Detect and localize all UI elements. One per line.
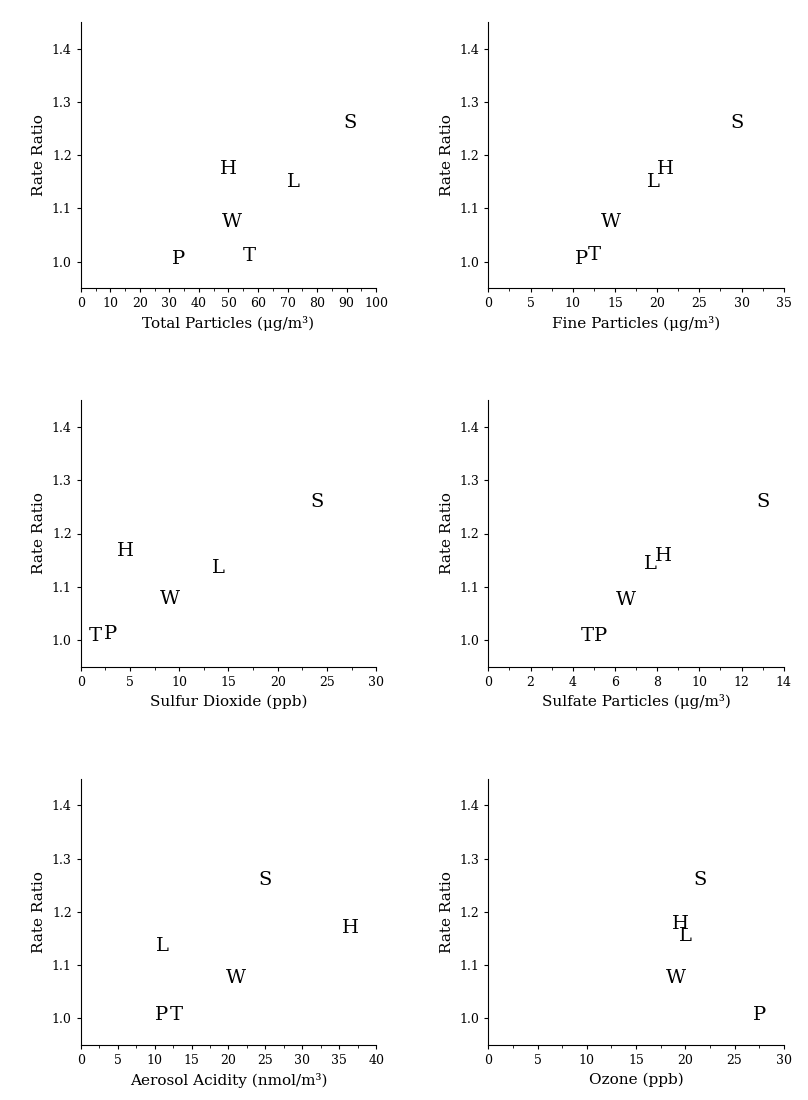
Text: T: T [587,246,600,264]
Text: W: W [159,590,179,607]
Text: W: W [601,212,621,231]
Text: T: T [581,627,594,645]
X-axis label: Sulfate Particles (μg/m³): Sulfate Particles (μg/m³) [541,694,730,710]
Text: S: S [259,871,272,889]
Y-axis label: Rate Ratio: Rate Ratio [32,114,46,196]
Y-axis label: Rate Ratio: Rate Ratio [440,493,454,574]
Y-axis label: Rate Ratio: Rate Ratio [32,871,46,953]
Text: T: T [170,1005,183,1024]
X-axis label: Sulfur Dioxide (ppb): Sulfur Dioxide (ppb) [149,694,307,708]
Y-axis label: Rate Ratio: Rate Ratio [440,114,454,196]
Text: P: P [103,625,117,642]
Text: H: H [116,541,133,560]
Text: P: P [574,250,588,268]
Text: T: T [89,627,102,645]
Text: L: L [213,559,225,578]
Text: W: W [616,591,636,609]
Text: L: L [155,937,169,956]
Text: H: H [657,160,674,177]
Text: W: W [666,969,685,988]
X-axis label: Total Particles (μg/m³): Total Particles (μg/m³) [142,316,314,331]
Text: H: H [672,914,689,933]
Text: L: L [644,554,658,573]
X-axis label: Ozone (ppb): Ozone (ppb) [589,1072,684,1087]
Text: P: P [752,1005,766,1024]
Text: L: L [287,173,300,190]
Text: S: S [730,114,744,132]
X-axis label: Aerosol Acidity (nmol/m³): Aerosol Acidity (nmol/m³) [130,1072,327,1088]
X-axis label: Fine Particles (μg/m³): Fine Particles (μg/m³) [552,316,720,331]
Y-axis label: Rate Ratio: Rate Ratio [32,493,46,574]
Text: L: L [679,927,692,945]
Text: P: P [155,1005,169,1024]
Y-axis label: Rate Ratio: Rate Ratio [440,871,454,953]
Text: S: S [693,871,707,889]
Text: W: W [226,969,246,988]
Text: S: S [343,114,356,132]
Text: P: P [171,250,185,268]
Text: H: H [342,918,359,937]
Text: P: P [594,627,607,645]
Text: L: L [646,173,659,190]
Text: H: H [220,160,237,177]
Text: T: T [242,248,255,265]
Text: H: H [655,547,672,565]
Text: W: W [221,212,242,231]
Text: S: S [756,493,769,510]
Text: S: S [310,493,324,510]
